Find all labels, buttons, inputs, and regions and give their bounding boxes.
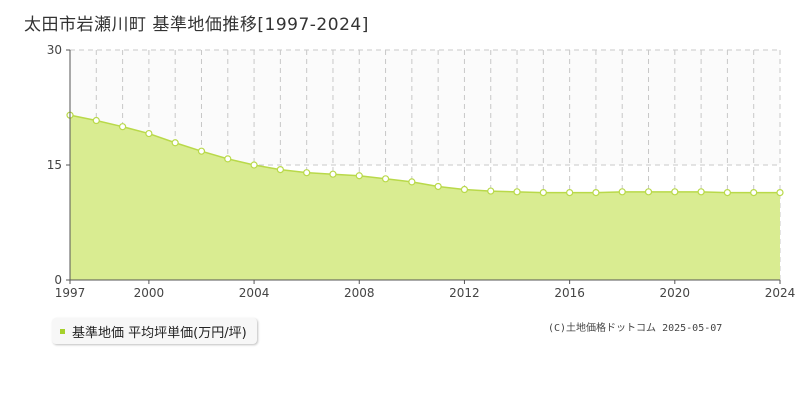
data-point [276, 166, 284, 174]
series-line [69, 114, 780, 194]
data-point [329, 170, 337, 178]
x-tick-label: 2012 [449, 286, 480, 300]
data-point [92, 116, 100, 125]
data-point [750, 189, 758, 197]
y-tick-label: 0 [54, 273, 62, 287]
data-point [671, 188, 679, 196]
copyright-text: (C)土地価格ドットコム 2025-05-07 [548, 323, 723, 334]
x-tick-label: 2020 [660, 286, 691, 300]
x-tick-label: 2000 [134, 286, 165, 300]
data-point [381, 175, 390, 183]
series-area [70, 115, 780, 281]
data-point [723, 189, 732, 197]
plot-band [70, 50, 780, 165]
x-tick-label: 2024 [765, 286, 796, 300]
data-point [487, 187, 495, 195]
data-point [197, 147, 206, 155]
x-tick-label: 2008 [344, 286, 375, 300]
data-point [250, 161, 258, 169]
data-point [644, 188, 653, 196]
data-point [408, 178, 416, 186]
data-point [592, 189, 600, 197]
data-point [513, 188, 521, 196]
data-point [460, 185, 469, 194]
data-point [224, 155, 232, 163]
data-point [776, 189, 784, 197]
x-tick-label: 1997 [55, 286, 86, 300]
data-point [355, 172, 363, 180]
data-point [118, 123, 127, 131]
x-tick-label: 2004 [239, 286, 270, 300]
legend-label: 基準地価 平均坪単価(万円/坪) [72, 325, 247, 341]
y-tick-label: 30 [47, 43, 62, 57]
data-point [434, 182, 442, 191]
data-point [566, 189, 574, 197]
data-point [303, 169, 311, 177]
legend-swatch [60, 328, 65, 334]
data-point [618, 188, 626, 196]
x-tick-label: 2016 [554, 286, 585, 300]
data-point [697, 188, 705, 196]
data-point [145, 129, 153, 138]
data-point [539, 189, 547, 197]
legend: 基準地価 平均坪単価(万円/坪) [52, 318, 257, 344]
chart-title: 太田市岩瀬川町 基準地価推移[1997-2024] [24, 15, 369, 35]
y-tick-label: 15 [47, 158, 62, 172]
data-point [171, 139, 179, 147]
